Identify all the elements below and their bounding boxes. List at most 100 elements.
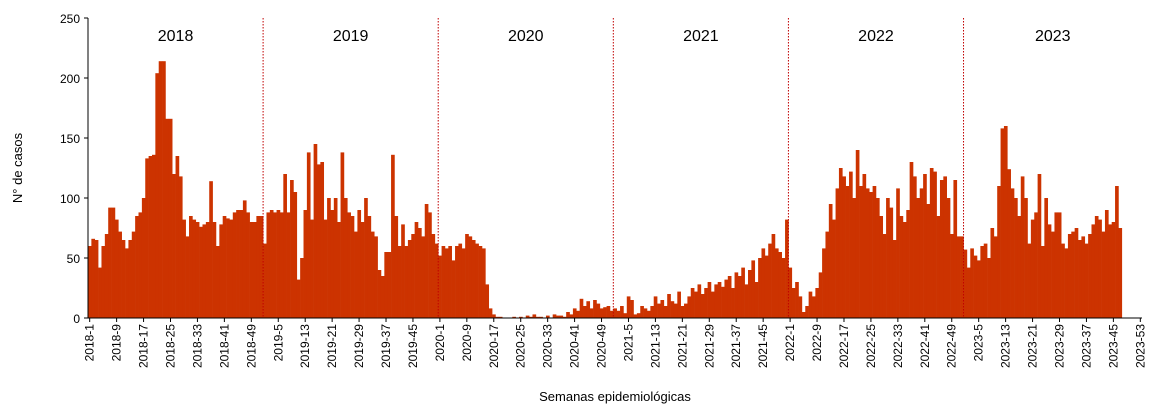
bar <box>849 171 853 318</box>
bar <box>795 282 799 318</box>
bar <box>623 313 628 318</box>
bar <box>599 308 604 318</box>
bar <box>189 216 193 318</box>
bar <box>313 144 318 318</box>
bar <box>980 246 985 318</box>
bar <box>333 198 338 318</box>
bar <box>1000 128 1005 318</box>
bar <box>687 296 692 318</box>
bar <box>1044 198 1049 318</box>
bar <box>741 267 745 318</box>
bar <box>660 300 665 318</box>
bar <box>525 315 530 318</box>
bar <box>256 216 261 318</box>
bar <box>892 240 897 318</box>
bar <box>340 152 345 318</box>
bar <box>397 246 402 318</box>
x-tick-label: 2021-45 <box>756 324 770 368</box>
bar <box>620 306 624 318</box>
bar <box>889 207 894 318</box>
bar <box>360 222 365 318</box>
bar <box>875 198 880 318</box>
x-tick-label: 2023-37 <box>1079 324 1093 368</box>
bar <box>842 176 846 318</box>
bar <box>933 171 937 318</box>
bar <box>987 258 991 318</box>
bar <box>286 212 291 318</box>
x-tick-label: 2019-29 <box>352 324 366 368</box>
bar <box>380 276 385 318</box>
bar <box>296 279 301 318</box>
bar <box>367 216 372 318</box>
bar <box>801 312 806 318</box>
bar <box>714 284 719 318</box>
bar <box>259 216 264 318</box>
bar <box>1054 212 1059 318</box>
x-tick-label: 2018-1 <box>83 324 97 362</box>
bar <box>404 246 409 318</box>
bar <box>303 210 308 318</box>
x-tick-label: 2021-29 <box>702 324 716 368</box>
bar <box>758 258 762 318</box>
bar <box>414 222 419 318</box>
x-tick-label: 2018-33 <box>190 324 204 368</box>
bar <box>118 231 122 318</box>
bar <box>862 174 867 318</box>
bar <box>808 291 813 318</box>
bar <box>606 306 611 318</box>
bar <box>613 308 617 318</box>
bar <box>896 188 900 318</box>
bar <box>710 291 715 318</box>
x-tick-label: 2020-1 <box>433 324 447 362</box>
bar <box>357 210 362 318</box>
y-tick-label: 0 <box>73 312 80 326</box>
bar <box>872 186 877 318</box>
bar <box>990 228 995 318</box>
bar <box>532 314 537 318</box>
year-label: 2022 <box>858 28 894 45</box>
x-axis-title: Semanas epidemiológicas <box>539 389 691 404</box>
bar <box>939 180 944 318</box>
bar <box>323 219 328 318</box>
bar <box>579 298 584 318</box>
y-tick-label: 200 <box>60 72 80 86</box>
bar <box>976 260 981 318</box>
bar <box>667 294 671 318</box>
bar <box>636 313 641 318</box>
x-tick-label: 2021-21 <box>675 324 689 368</box>
bar <box>882 234 887 318</box>
bar <box>444 248 449 318</box>
bar <box>111 207 116 318</box>
bar <box>1071 231 1075 318</box>
bar <box>195 222 200 318</box>
bar <box>215 246 220 318</box>
bar <box>387 252 392 318</box>
bar <box>175 156 180 318</box>
y-axis-title: N° de casos <box>10 132 25 203</box>
bar <box>1101 231 1106 318</box>
bar <box>909 162 914 318</box>
bar <box>158 61 163 318</box>
bar <box>832 219 836 318</box>
bar <box>572 308 577 318</box>
bar <box>603 307 607 318</box>
bar <box>350 216 355 318</box>
bar <box>838 168 843 318</box>
bar <box>970 248 974 318</box>
bar <box>1010 188 1015 318</box>
x-tick-label: 2022-41 <box>918 324 932 368</box>
bar <box>950 234 954 318</box>
bar <box>407 240 412 318</box>
bar <box>121 240 126 318</box>
bar <box>1061 243 1065 318</box>
bar <box>471 240 476 318</box>
bar <box>653 296 658 318</box>
bar <box>394 216 399 318</box>
bar <box>391 154 395 318</box>
x-tick-label: 2020-33 <box>541 324 555 368</box>
bar <box>576 310 580 318</box>
bar <box>754 282 759 318</box>
year-label: 2019 <box>333 28 369 45</box>
bar <box>721 286 725 318</box>
